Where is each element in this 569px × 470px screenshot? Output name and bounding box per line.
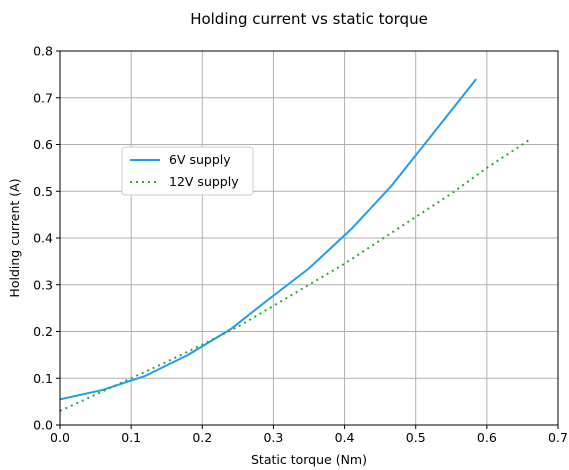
x-tick-label: 0.2: [192, 430, 212, 445]
y-tick-label: 0.7: [33, 90, 53, 105]
x-tick-label: 0.7: [548, 430, 568, 445]
series-line-6v: [59, 78, 477, 401]
y-tick-label: 0.8: [33, 44, 53, 59]
series-layer: [59, 78, 531, 412]
x-tick-label: 0.4: [335, 430, 355, 445]
y-tick-label: 0.0: [33, 418, 53, 433]
y-tick-label: 0.2: [33, 324, 53, 339]
legend: 6V supply 12V supply: [121, 146, 254, 196]
series-line-12v: [59, 138, 531, 412]
legend-label-6v: 6V supply: [169, 152, 231, 167]
y-axis-ticks: 0.0 0.1 0.2 0.3 0.4 0.5 0.6 0.7 0.8: [33, 44, 60, 433]
grid-lines: [59, 50, 559, 426]
y-tick-label: 0.1: [33, 371, 53, 386]
y-tick-label: 0.4: [33, 231, 53, 246]
x-tick-label: 0.6: [477, 430, 497, 445]
y-tick-label: 0.5: [33, 184, 53, 199]
x-tick-label: 0.1: [121, 430, 141, 445]
x-axis-ticks: 0.0 0.1 0.2 0.3 0.4 0.5 0.6 0.7: [50, 425, 568, 445]
x-tick-label: 0.3: [263, 430, 283, 445]
x-axis-label: Static torque (Nm): [251, 452, 367, 467]
y-tick-label: 0.3: [33, 277, 53, 292]
y-axis-label: Holding current (A): [7, 178, 22, 297]
y-tick-label: 0.6: [33, 137, 53, 152]
x-tick-label: 0.5: [406, 430, 426, 445]
chart-title: Holding current vs static torque: [190, 10, 428, 28]
legend-label-12v: 12V supply: [169, 174, 239, 189]
x-tick-label: 0.0: [50, 430, 70, 445]
